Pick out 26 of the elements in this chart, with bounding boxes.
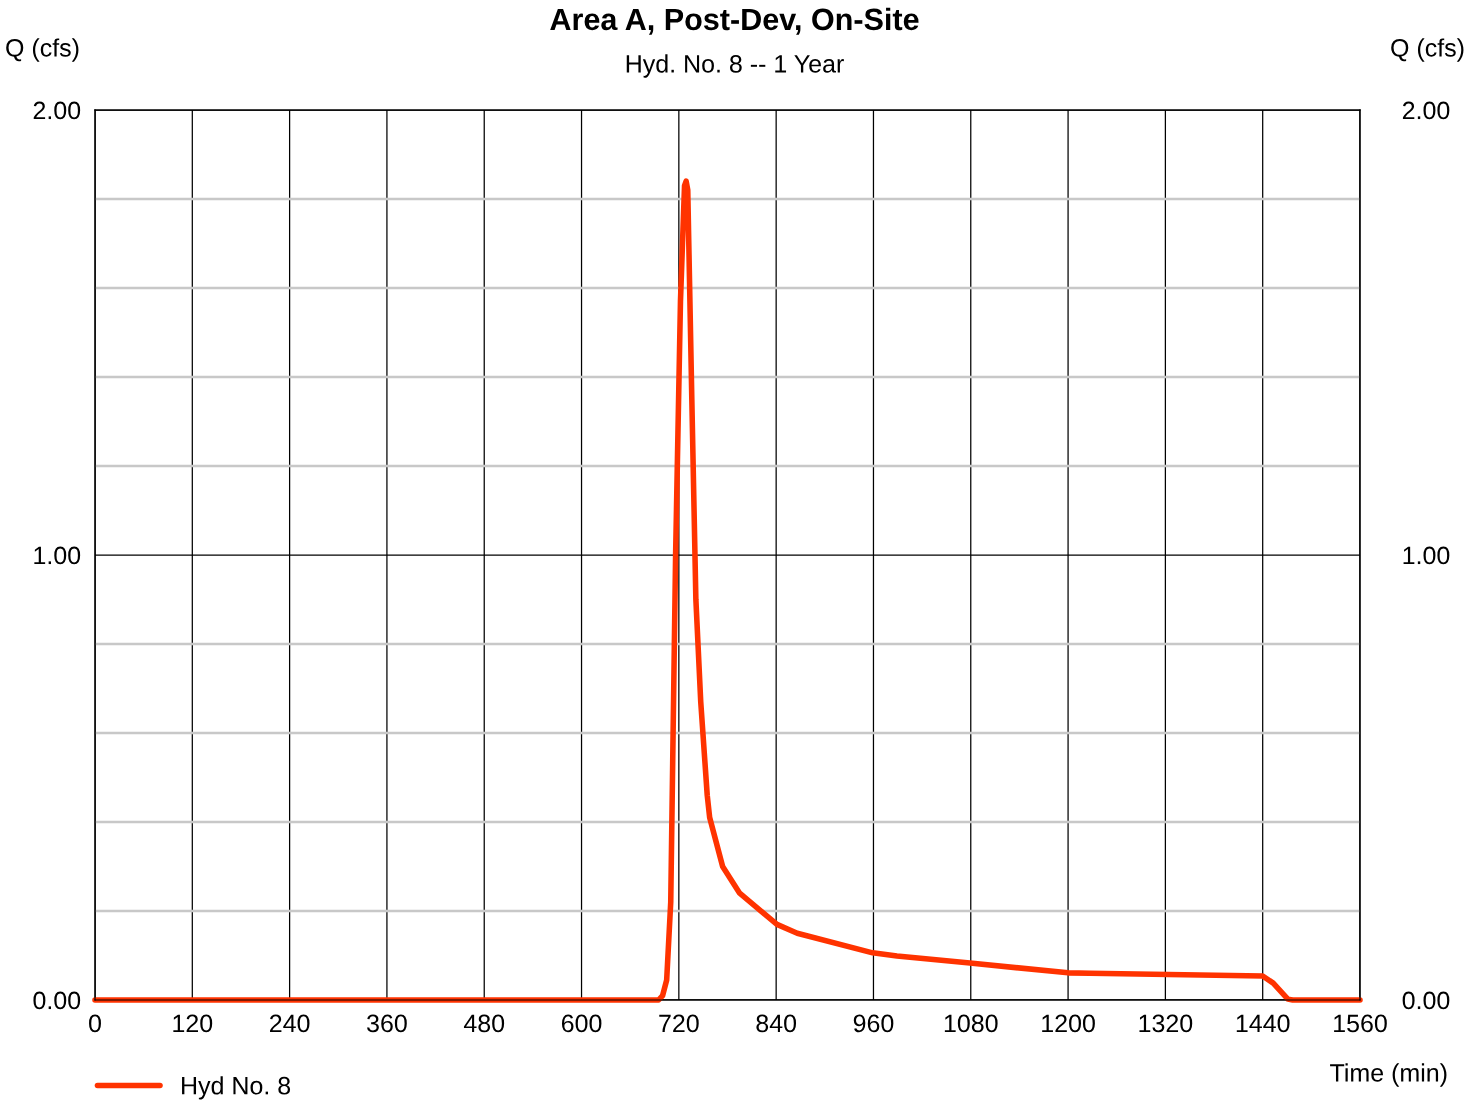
y-tick-label: 1.00 bbox=[34, 546, 81, 565]
y2-tick-label: 1.00 bbox=[1403, 546, 1450, 565]
x-tick-label: 600 bbox=[561, 1014, 602, 1033]
x-tick-label: 840 bbox=[756, 1014, 797, 1033]
y-tick-label: 0.00 bbox=[33, 991, 81, 1010]
x-tick-label: 720 bbox=[659, 1014, 699, 1033]
x-tick-label: 1440 bbox=[1236, 1014, 1290, 1033]
x-axis-title: Time (min) bbox=[1330, 1063, 1447, 1087]
y2-tick-label: 2.00 bbox=[1402, 101, 1450, 120]
x-tick-label: 480 bbox=[463, 1014, 505, 1033]
chart-subtitle: Hyd. No. 8 -- 1 Year bbox=[626, 54, 844, 78]
x-tick-label: 960 bbox=[853, 1014, 894, 1033]
legend-label: Hyd No. 8 bbox=[182, 1076, 291, 1100]
y2-axis-title: Q (cfs) bbox=[1391, 38, 1464, 62]
x-tick-label: 1560 bbox=[1334, 1014, 1387, 1033]
x-tick-label: 1200 bbox=[1042, 1014, 1095, 1033]
x-tick-label: 1080 bbox=[944, 1014, 998, 1033]
y2-tick-label: 0.00 bbox=[1402, 991, 1450, 1010]
x-tick-label: 120 bbox=[173, 1014, 213, 1033]
x-tick-label: 360 bbox=[367, 1014, 407, 1033]
x-tick-label: 1320 bbox=[1139, 1014, 1193, 1033]
x-tick-label: 240 bbox=[270, 1014, 310, 1033]
x-tick-label: 0 bbox=[89, 1014, 101, 1033]
y-axis-title: Q (cfs) bbox=[6, 38, 79, 62]
y-tick-label: 2.00 bbox=[33, 101, 81, 120]
chart-title: Area A, Post-Dev, On-Site bbox=[550, 7, 919, 35]
